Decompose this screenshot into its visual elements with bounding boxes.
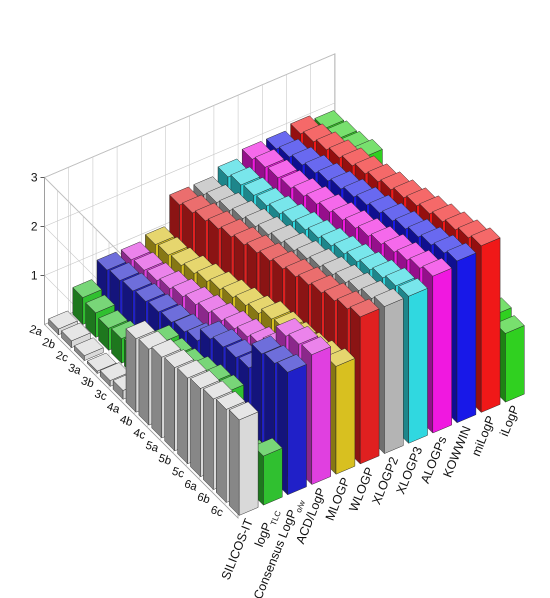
bar-top-face <box>99 362 130 381</box>
bar-front-face <box>384 298 404 454</box>
bar-front-face <box>263 447 283 506</box>
bar-top-face <box>48 310 78 330</box>
bar-top-face <box>164 349 194 368</box>
bar-top-face <box>216 391 246 410</box>
bar-top-face <box>122 272 152 292</box>
bar-top-face <box>225 339 256 358</box>
bar <box>74 337 104 361</box>
row-label: 3c <box>93 388 108 403</box>
row-label: 2b <box>41 336 57 351</box>
bar-top-face <box>61 322 91 342</box>
bar-top-face <box>374 288 404 307</box>
row-label: 4c <box>132 427 147 442</box>
bar-side-face <box>138 338 150 426</box>
series-label: SILICOS-IT <box>219 516 256 581</box>
bar-front-face <box>238 411 259 516</box>
bar-top-face <box>161 304 191 323</box>
bar-top-face <box>349 298 380 318</box>
bar-top-face <box>267 159 298 179</box>
bar-top-face <box>120 241 151 261</box>
bar-top-face <box>251 335 281 355</box>
row-label: 3a <box>67 362 83 378</box>
bar-top-face <box>261 300 291 320</box>
bar-top-face <box>254 149 285 168</box>
bar-front-face <box>505 325 525 403</box>
bar-front-face <box>359 308 380 465</box>
bar-top-face <box>243 177 273 196</box>
bar-top-face <box>145 226 175 245</box>
series-label: miLogP <box>469 414 498 459</box>
z-tick-label: 1 <box>31 269 38 283</box>
row-label: 2c <box>54 349 69 364</box>
bar-side-face <box>190 378 201 477</box>
bar-top-face <box>133 251 164 271</box>
series-label: WLOGP <box>346 465 376 513</box>
bar-front-face <box>480 237 501 413</box>
bar-front-face <box>456 252 477 423</box>
series-label: XLOGP3 <box>394 445 426 497</box>
row-label: 2a <box>28 323 44 339</box>
bar-top-face <box>212 328 243 348</box>
bar-top-face <box>385 267 415 287</box>
bar-side-face <box>216 399 227 503</box>
series-label: ALOGPs <box>418 434 449 485</box>
bar-top-face <box>72 279 102 298</box>
bar-top-face <box>125 320 156 339</box>
bar-top-face <box>301 336 331 355</box>
bar-top-face <box>177 359 207 379</box>
bar-side-face <box>177 367 188 465</box>
chart-bars <box>48 110 525 516</box>
bar-side-face <box>164 357 175 452</box>
series-label: iLogP <box>497 403 522 438</box>
bar-top-face <box>148 293 178 313</box>
row-label: 4b <box>118 414 134 429</box>
bar-top-face <box>109 262 140 281</box>
series-label: MLOGP <box>323 476 353 523</box>
row-label: 6c <box>209 504 224 519</box>
bar-top-face <box>422 257 452 277</box>
bar-front-face <box>335 358 356 475</box>
bar-top-face <box>151 338 181 358</box>
bar-top-face <box>74 337 104 356</box>
bar-top-face <box>228 401 259 421</box>
bar-top-face <box>277 354 307 373</box>
series-label: XLOGP2 <box>369 455 401 507</box>
bar-side-face <box>125 328 137 413</box>
bar-top-face <box>85 294 115 314</box>
bar-top-face <box>446 242 477 262</box>
bar-front-face <box>408 288 428 444</box>
row-label: 5c <box>170 466 185 481</box>
bar-side-face <box>228 409 240 516</box>
bar-front-face <box>287 364 307 496</box>
bar-top-face <box>230 166 261 186</box>
bar-top-face <box>203 380 233 400</box>
bar-top-face <box>96 251 127 271</box>
bar <box>228 401 259 516</box>
bar-top-face <box>470 227 501 247</box>
bar-top-face <box>158 236 188 256</box>
row-label: 6b <box>196 491 212 506</box>
row-label: 4a <box>105 401 121 417</box>
bar-top-face <box>87 352 117 372</box>
z-tick-label: 2 <box>31 220 38 234</box>
bar-top-face <box>98 309 128 329</box>
bar-front-face <box>311 346 331 485</box>
bar-side-face <box>203 388 214 490</box>
bar-top-face <box>288 325 319 345</box>
row-label: 3b <box>79 375 95 390</box>
bar-top-face <box>398 278 428 297</box>
bar-top-face <box>190 370 220 389</box>
bar-top-face <box>135 283 165 302</box>
row-label: 5a <box>144 440 160 456</box>
row-label: 5b <box>157 452 173 467</box>
bar-front-face <box>432 267 452 434</box>
z-tick-label: 3 <box>31 171 38 185</box>
bar <box>61 322 91 348</box>
row-label: 6a <box>183 478 199 494</box>
bar-side-face <box>151 346 163 439</box>
